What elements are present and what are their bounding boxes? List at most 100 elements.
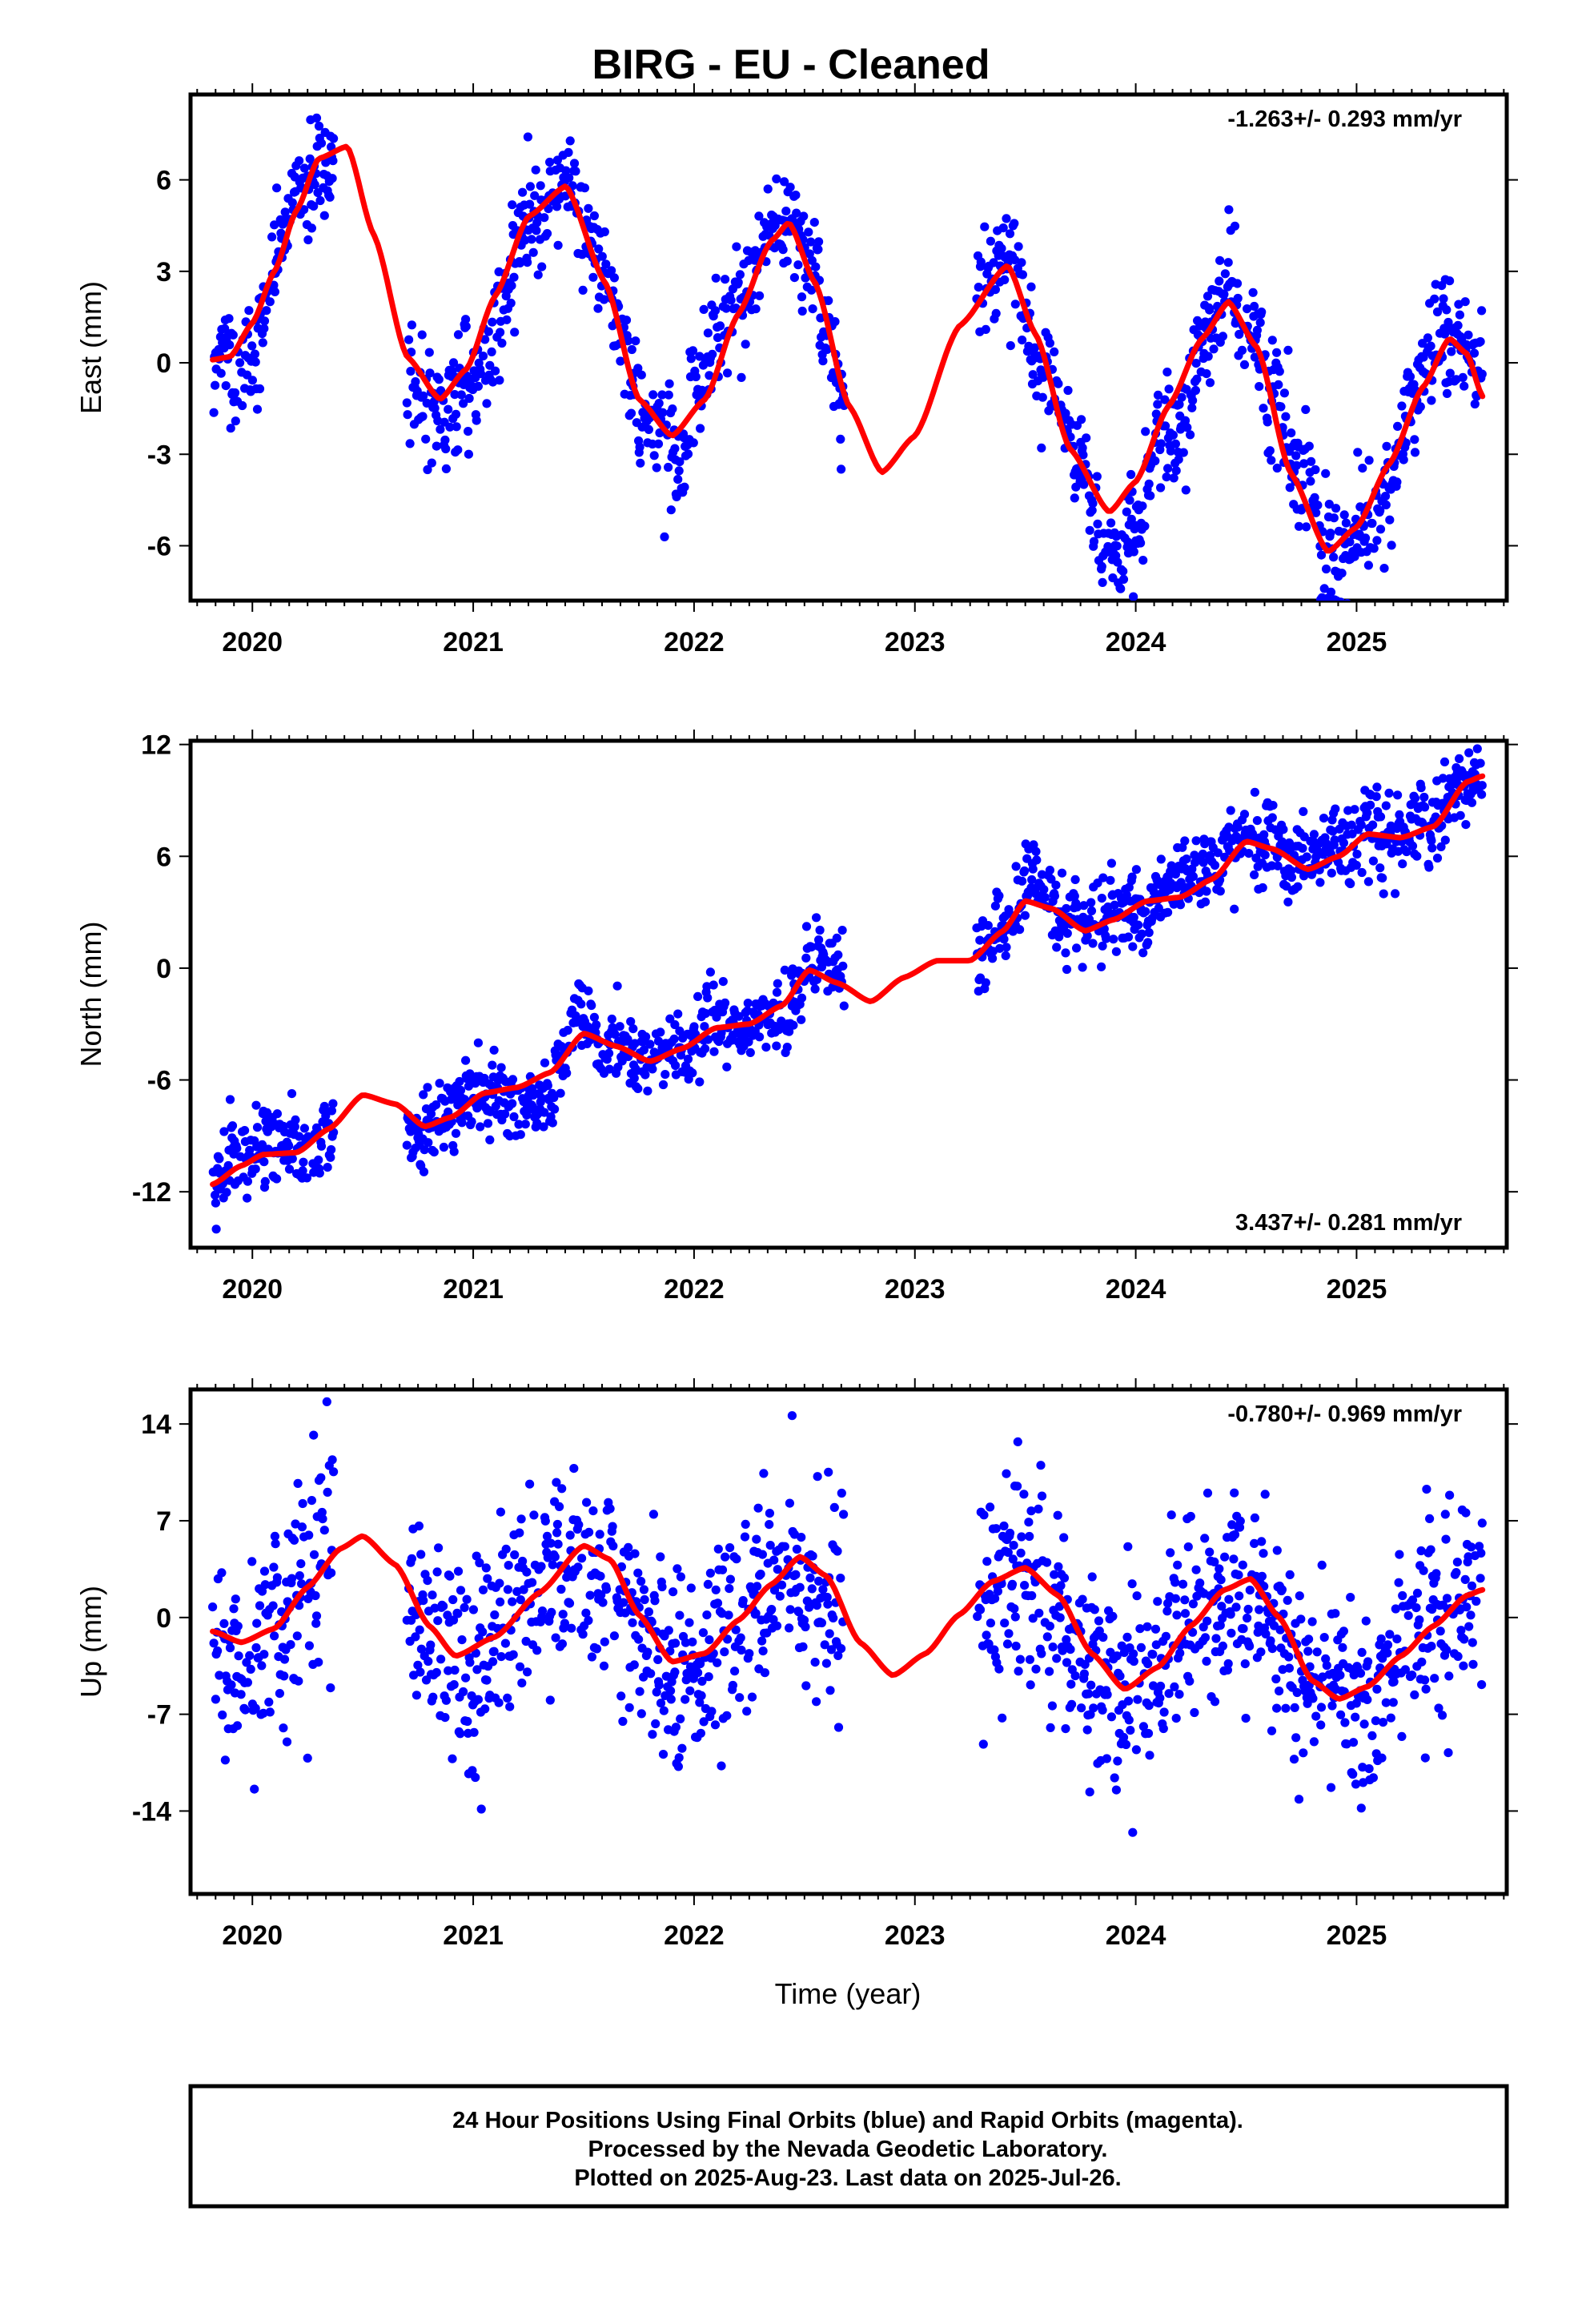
up-data-point (814, 1576, 824, 1586)
north-data-point (1098, 873, 1108, 883)
up-data-point (1144, 1701, 1154, 1711)
east-data-point (1102, 602, 1110, 611)
east-data-point (1405, 372, 1415, 381)
up-data-point (500, 1638, 511, 1648)
north-data-point (1230, 904, 1239, 914)
up-data-point (1014, 1667, 1023, 1676)
up-data-point (643, 1647, 652, 1657)
up-data-point (296, 1559, 306, 1569)
north-data-point (1106, 858, 1116, 868)
east-data-point (1326, 529, 1335, 538)
east-data-point (488, 317, 497, 327)
east-data-point (417, 330, 427, 340)
up-data-point (648, 1510, 659, 1519)
up-data-point (547, 1607, 556, 1617)
east-data-point (737, 372, 746, 382)
east-data-point (836, 434, 845, 444)
east-data-point (1129, 592, 1138, 601)
east-data-point (703, 328, 713, 338)
east-data-point (1285, 483, 1295, 493)
up-data-point (255, 1601, 265, 1610)
east-data-point (1439, 294, 1448, 304)
north-data-point (761, 1043, 771, 1052)
north-data-point (1200, 897, 1211, 907)
up-data-point (251, 1703, 260, 1713)
east-data-point (1171, 466, 1181, 476)
up-data-point (1047, 1701, 1057, 1711)
north-data-point (1375, 812, 1386, 822)
east-data-point (1477, 369, 1487, 379)
up-data-point (1461, 1508, 1471, 1518)
up-data-point (1153, 1597, 1162, 1606)
up-data-point (1243, 1613, 1252, 1623)
north-data-point (402, 1140, 412, 1150)
north-data-point (315, 1168, 324, 1178)
up-data-point (1307, 1617, 1317, 1626)
east-data-point (1164, 384, 1174, 394)
up-data-point (460, 1602, 469, 1612)
figure-title: BIRG - EU - Cleaned (592, 42, 990, 88)
up-data-point (1395, 1550, 1404, 1559)
up-data-point (1426, 1545, 1435, 1554)
north-data-point (543, 1081, 552, 1091)
up-data-point (1070, 1671, 1080, 1681)
up-data-point (1050, 1570, 1059, 1579)
up-data-point (797, 1533, 806, 1542)
east-data-point (315, 195, 325, 206)
east-data-point (1331, 504, 1341, 513)
east-data-point (250, 349, 259, 359)
up-data-point (671, 1638, 681, 1648)
east-data-point (485, 360, 495, 370)
up-data-point (1415, 1615, 1424, 1625)
up-rate-label: -0.780+/- 0.969 mm/yr (1227, 1401, 1462, 1427)
up-data-point (1351, 1779, 1361, 1789)
east-data-point (1177, 392, 1186, 402)
east-data-point (480, 335, 490, 344)
up-data-point (1421, 1684, 1431, 1694)
north-data-point (556, 1088, 565, 1098)
up-data-point (1163, 1598, 1173, 1608)
up-data-point (710, 1720, 721, 1730)
north-data-point (520, 1120, 530, 1129)
east-data-point (1415, 402, 1425, 412)
north-data-point (1393, 790, 1403, 800)
east-data-point (1138, 556, 1148, 565)
east-scatter-points (209, 113, 1487, 611)
east-data-point (699, 304, 709, 314)
up-data-point (634, 1634, 644, 1644)
north-data-point (1419, 792, 1429, 802)
east-data-point (280, 207, 290, 217)
up-data-point (215, 1671, 224, 1680)
east-data-point (649, 451, 659, 460)
east-data-point (1170, 439, 1180, 448)
north-data-point (508, 1099, 517, 1108)
east-data-point (1329, 513, 1339, 523)
up-data-point (577, 1554, 587, 1563)
north-data-point (295, 1132, 304, 1141)
east-data-point (624, 336, 633, 345)
up-data-point (1462, 1602, 1472, 1612)
up-data-point (309, 1550, 319, 1559)
up-data-point (656, 1699, 666, 1708)
up-data-point (517, 1679, 527, 1688)
north-data-point (640, 1070, 650, 1080)
up-data-point (552, 1528, 562, 1538)
east-data-point (287, 198, 297, 207)
up-data-point (1278, 1665, 1287, 1675)
north-data-point (1378, 873, 1387, 883)
east-data-point (221, 381, 231, 391)
up-data-point (542, 1531, 552, 1541)
north-data-point (1439, 757, 1450, 767)
east-data-point (507, 281, 516, 291)
up-data-point (765, 1541, 775, 1550)
north-data-point (661, 1070, 670, 1080)
north-data-point (1407, 841, 1418, 850)
north-data-point (1111, 947, 1121, 956)
up-data-point (1008, 1554, 1018, 1564)
up-data-point (453, 1566, 464, 1576)
north-data-point (508, 1075, 518, 1084)
north-data-point (801, 922, 812, 931)
east-data-point (531, 165, 540, 175)
north-data-point (1366, 800, 1375, 810)
